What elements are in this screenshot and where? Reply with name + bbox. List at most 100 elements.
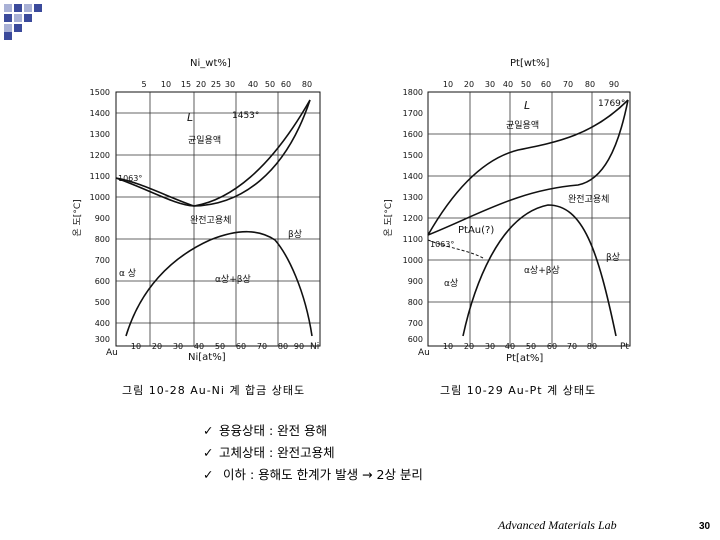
right-liquid-desc: 균일용액 bbox=[506, 119, 539, 131]
bullet-item: ✓ 이하 : 용해도 한계가 발생 → 2상 분리 bbox=[203, 464, 423, 486]
tick: 10 bbox=[161, 80, 171, 89]
tick: 20 bbox=[152, 342, 162, 351]
right-x-right-element: Pt bbox=[620, 342, 629, 352]
check-icon: ✓ bbox=[203, 445, 214, 460]
tick: 1100 bbox=[403, 235, 423, 244]
tick: 300 bbox=[95, 335, 110, 344]
left-liquid: L bbox=[187, 111, 193, 124]
left-liquid-desc: 균일용액 bbox=[188, 134, 221, 146]
left-solid-solution: 완전고용체 bbox=[190, 215, 231, 226]
bullet-text: 이하 : 용해도 한계가 발생 → 2상 분리 bbox=[219, 467, 423, 482]
tick: 1400 bbox=[90, 109, 110, 118]
check-icon: ✓ bbox=[203, 423, 214, 438]
left-melt-au: 1063° bbox=[118, 174, 142, 183]
tick: 20 bbox=[196, 80, 206, 89]
tick: 10 bbox=[443, 342, 453, 351]
tick: 1500 bbox=[403, 151, 423, 160]
left-caption: 그림 10-28 Au-Ni 계 합금 상태도 bbox=[122, 384, 306, 397]
tick: 50 bbox=[526, 342, 536, 351]
left-top-ticks: 5 10 15 20 25 30 40 50 60 80 bbox=[141, 80, 312, 89]
right-liquidus bbox=[427, 99, 629, 236]
au-pt-phase-diagram: 1800 1700 1600 1500 1400 1300 1200 1100 … bbox=[378, 40, 648, 370]
corner-decoration bbox=[0, 0, 50, 40]
right-bottom-axis-label: Pt[at%] bbox=[506, 353, 543, 364]
tick: 15 bbox=[181, 80, 191, 89]
tick: 40 bbox=[248, 80, 258, 89]
tick: 10 bbox=[443, 80, 453, 89]
tick: 30 bbox=[225, 80, 235, 89]
right-caption: 그림 10-29 Au-Pt 계 상태도 bbox=[440, 384, 597, 397]
right-y-ticks: 1800 1700 1600 1500 1400 1300 1200 1100 … bbox=[403, 88, 423, 344]
tick: 40 bbox=[194, 342, 204, 351]
right-miscibility-gap bbox=[462, 204, 617, 337]
tick: 50 bbox=[265, 80, 275, 89]
tick: 1400 bbox=[403, 172, 423, 181]
right-x-left-element: Au bbox=[418, 348, 430, 358]
tick: 800 bbox=[408, 298, 423, 307]
tick: 80 bbox=[278, 342, 288, 351]
tick: 90 bbox=[609, 80, 619, 89]
tick: 900 bbox=[408, 277, 423, 286]
tick: 70 bbox=[563, 80, 573, 89]
tick: 80 bbox=[585, 80, 595, 89]
left-y-ticks: 1500 1400 1300 1200 1100 1000 900 800 70… bbox=[90, 88, 110, 344]
left-liquidus bbox=[115, 99, 311, 207]
tick: 40 bbox=[503, 80, 513, 89]
tick: 30 bbox=[485, 80, 495, 89]
tick: 60 bbox=[281, 80, 291, 89]
right-top-ticks: 10 20 30 40 50 60 70 80 90 bbox=[443, 80, 619, 89]
left-bottom-axis-label: Ni[at%] bbox=[188, 352, 226, 363]
tick: 1200 bbox=[403, 214, 423, 223]
bullet-text: 고체상태 : 완전고용체 bbox=[219, 445, 335, 460]
tick: 10 bbox=[131, 342, 141, 351]
tick: 400 bbox=[95, 319, 110, 328]
tick: 80 bbox=[302, 80, 312, 89]
right-ptau: PtAu(?) bbox=[458, 225, 494, 236]
au-ni-phase-diagram: 1500 1400 1300 1200 1100 1000 900 800 70… bbox=[70, 40, 330, 370]
tick: 5 bbox=[141, 80, 146, 89]
tick: 90 bbox=[294, 342, 304, 351]
right-top-axis-label: Pt[wt%] bbox=[510, 58, 549, 69]
right-melt-pt: 1769° bbox=[598, 99, 625, 109]
right-x-ticks: 10 20 30 40 50 60 70 80 bbox=[443, 342, 597, 351]
left-frame bbox=[115, 91, 321, 347]
tick: 20 bbox=[464, 342, 474, 351]
left-two-phase: α상+β상 bbox=[215, 274, 251, 285]
left-x-left-element: Au bbox=[106, 348, 118, 358]
right-y-axis-label: 온 도[°C] bbox=[383, 199, 394, 236]
left-solidus bbox=[115, 99, 311, 207]
right-frame bbox=[427, 91, 631, 347]
tick: 50 bbox=[215, 342, 225, 351]
bullet-list: ✓ 용융상태 : 완전 용해 ✓ 고체상태 : 완전고용체 ✓ 이하 : 용해도 한… bbox=[203, 420, 423, 486]
tick: 1800 bbox=[403, 88, 423, 97]
tick: 1200 bbox=[90, 151, 110, 160]
left-alpha: α 상 bbox=[119, 268, 136, 279]
left-x-ticks: 10 20 30 40 50 60 70 80 90 bbox=[131, 342, 304, 351]
bullet-text: 용융상태 : 완전 용해 bbox=[219, 423, 328, 438]
tick: 800 bbox=[95, 235, 110, 244]
left-miscibility-gap bbox=[125, 230, 313, 337]
right-melt-au: 1063° bbox=[430, 240, 454, 249]
left-grid bbox=[116, 92, 320, 346]
right-peritectic-line bbox=[427, 239, 484, 259]
tick: 70 bbox=[567, 342, 577, 351]
left-x-right-element: Ni bbox=[310, 342, 319, 352]
left-melt-ni: 1453° bbox=[232, 111, 259, 121]
tick: 500 bbox=[95, 298, 110, 307]
tick: 600 bbox=[408, 335, 423, 344]
tick: 1100 bbox=[90, 172, 110, 181]
tick: 1700 bbox=[403, 109, 423, 118]
bullet-item: ✓ 고체상태 : 완전고용체 bbox=[203, 442, 423, 464]
footer-lab-name: Advanced Materials Lab bbox=[498, 518, 617, 532]
tick: 900 bbox=[95, 214, 110, 223]
tick: 60 bbox=[541, 80, 551, 89]
left-beta: β상 bbox=[288, 229, 302, 240]
right-beta: β상 bbox=[606, 252, 620, 263]
au-ni-diagram-svg: 1500 1400 1300 1200 1100 1000 900 800 70… bbox=[72, 58, 321, 363]
tick: 40 bbox=[505, 342, 515, 351]
tick: 80 bbox=[587, 342, 597, 351]
left-top-axis-label: Ni_wt%] bbox=[190, 58, 231, 69]
tick: 70 bbox=[257, 342, 267, 351]
tick: 20 bbox=[464, 80, 474, 89]
right-solidus bbox=[427, 99, 629, 236]
